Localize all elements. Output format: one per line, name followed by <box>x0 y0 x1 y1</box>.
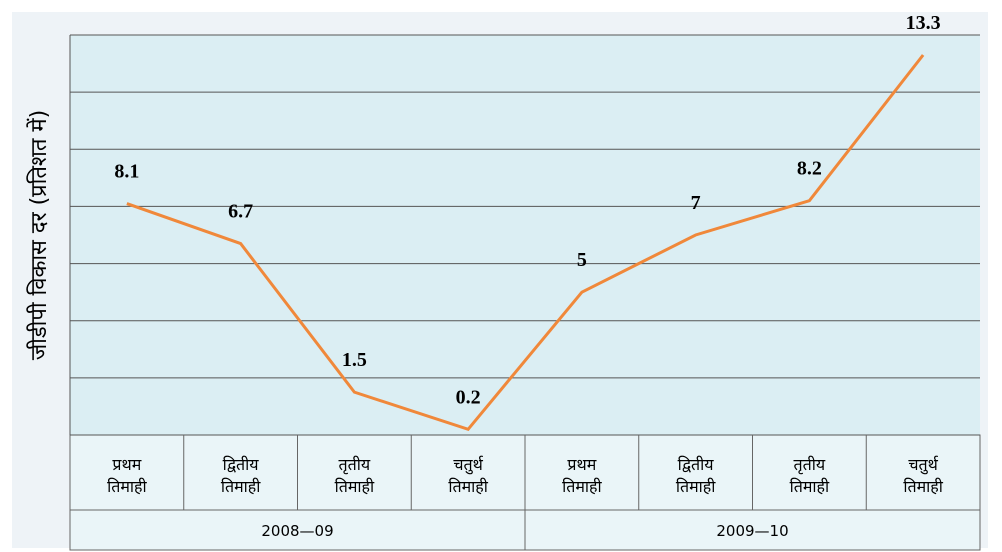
x-tick-label-line: चतुर्थ <box>453 455 484 475</box>
x-tick-label: तृतीय तिमाही <box>335 455 375 496</box>
x-tick-label: द्वितीय तिमाही <box>221 455 261 496</box>
x-tick-label-line: तृतीय <box>339 455 371 475</box>
x-tick-label-line: तिमाही <box>107 477 147 496</box>
data-label: 13.3 <box>906 12 941 34</box>
x-tick-label-line: तिमाही <box>448 477 488 496</box>
x-tick-label-line: तिमाही <box>221 477 261 496</box>
x-tick-label-line: तृतीय <box>794 455 826 475</box>
x-tick-label: चतुर्थ तिमाही <box>448 455 488 496</box>
data-label: 0.2 <box>456 386 481 408</box>
x-tick-label-line: चतुर्थ <box>908 455 939 475</box>
x-tick-label-line: तिमाही <box>790 477 830 496</box>
x-tick-label-line: प्रथम <box>112 455 141 474</box>
series-line <box>126 54 925 432</box>
y-axis-label: जीडीपी विकास दर (प्रतिशत में) <box>26 110 52 360</box>
x-group-label: 2008—09 <box>261 522 333 540</box>
data-label: 8.2 <box>797 158 822 180</box>
data-label: 1.5 <box>342 349 367 371</box>
data-label: 7 <box>691 192 701 214</box>
x-tick-label-line: द्वितीय <box>223 455 260 474</box>
x-tick-label-line: प्रथम <box>567 455 596 474</box>
x-tick-label-line: तिमाही <box>562 477 602 496</box>
data-label: 5 <box>577 249 587 271</box>
x-tick-label: प्रथम तिमाही <box>107 455 147 496</box>
x-tick-label: तृतीय तिमाही <box>790 455 830 496</box>
x-tick-label-line: तिमाही <box>903 477 943 496</box>
data-label: 8.1 <box>114 161 139 183</box>
x-tick-label-line: द्वितीय <box>678 455 715 474</box>
x-tick-label-line: तिमाही <box>676 477 716 496</box>
plot-area <box>70 35 980 435</box>
x-tick-label-line: तिमाही <box>335 477 375 496</box>
data-label: 6.7 <box>228 201 253 223</box>
x-tick-label: द्वितीय तिमाही <box>676 455 716 496</box>
x-group-label: 2009—10 <box>716 522 788 540</box>
x-tick-label: प्रथम तिमाही <box>562 455 602 496</box>
x-tick-label: चतुर्थ तिमाही <box>903 455 943 496</box>
